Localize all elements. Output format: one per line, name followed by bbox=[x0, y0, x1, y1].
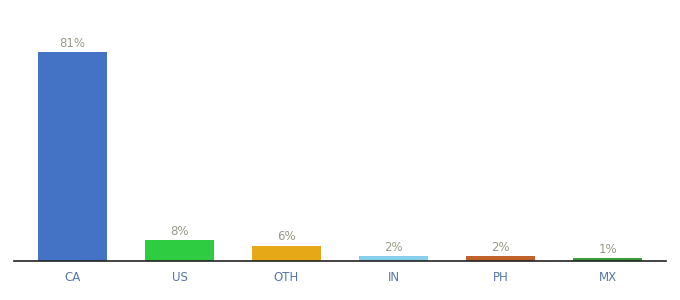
Text: 2%: 2% bbox=[491, 241, 510, 254]
Text: 8%: 8% bbox=[170, 225, 189, 238]
Bar bbox=[573, 258, 643, 261]
Text: 6%: 6% bbox=[277, 230, 296, 244]
Bar bbox=[466, 256, 535, 261]
Text: 2%: 2% bbox=[384, 241, 403, 254]
Text: 1%: 1% bbox=[598, 243, 617, 256]
Bar bbox=[252, 245, 321, 261]
Bar bbox=[359, 256, 428, 261]
Bar bbox=[145, 240, 214, 261]
Bar bbox=[37, 52, 107, 261]
Text: 81%: 81% bbox=[59, 37, 86, 50]
